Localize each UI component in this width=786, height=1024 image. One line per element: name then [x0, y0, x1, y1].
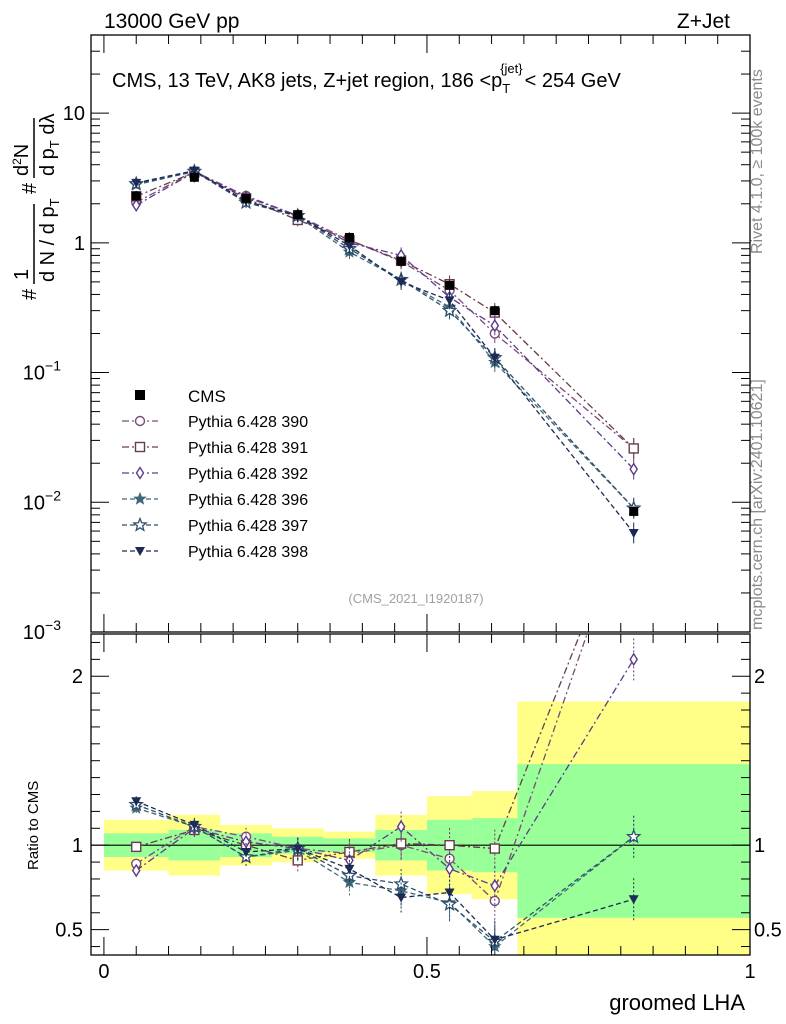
data-point: [629, 506, 639, 516]
plot-title: CMS, 13 TeV, AK8 jets, Z+jet region, 186…: [112, 61, 621, 96]
marker-triangle-down: [396, 893, 407, 903]
ratio-y-tick-label: 1: [72, 835, 83, 857]
marker-square: [489, 843, 500, 854]
marker-diamond: [490, 318, 500, 333]
svg-text:d pT dλ: d pT dλ: [37, 114, 62, 176]
x-tick-label: 0: [98, 961, 109, 983]
marker-square: [628, 443, 639, 454]
marker-star: [133, 491, 147, 505]
marker-star-open: [341, 867, 358, 883]
ratio-y-tick-label-right: 1: [754, 835, 765, 857]
series-pythia-6.428-398: [131, 165, 639, 544]
svg-text:d N / d pT: d N / d pT: [37, 198, 62, 282]
marker-square: [131, 841, 142, 853]
data-point: [344, 232, 354, 242]
marker-triangle-down: [344, 241, 355, 251]
process-label: Z+Jet: [677, 10, 730, 33]
marker-triangle-down: [189, 166, 200, 176]
analysis-id: (CMS_2021_I1920187): [348, 591, 483, 606]
main-ylabel: # 1 d N / d pT # d2N d pT dλ: [10, 114, 62, 300]
marker-star-open: [132, 516, 148, 532]
ratio-y-tick-label-right: 0.5: [754, 920, 782, 942]
marker-square: [134, 441, 146, 453]
marker-triangle-down: [489, 935, 500, 945]
marker-triangle-down: [489, 353, 500, 363]
x-tick-label: 0.5: [413, 961, 441, 983]
y-tick-label: 10: [63, 103, 85, 125]
y-tick-label: 10−2: [23, 487, 61, 514]
marker-star-open: [441, 302, 458, 318]
svg-text:#: #: [19, 182, 41, 194]
data-point: [396, 256, 406, 266]
marker-triangle-down: [344, 864, 355, 874]
legend-label: Pythia 6.428 396: [188, 492, 308, 509]
marker-triangle-down: [241, 847, 252, 857]
marker-star-open: [625, 828, 642, 844]
marker-diamond: [131, 198, 141, 213]
svg-text:#: #: [19, 288, 41, 300]
marker-triangle-down: [396, 277, 407, 287]
ratio-y-tick-label-right: 2: [754, 666, 765, 688]
marker-circle: [134, 415, 146, 427]
data-point: [189, 172, 199, 182]
marker-triangle-down: [628, 895, 639, 905]
marker-triangle-down: [292, 844, 303, 854]
marker-triangle-down: [131, 797, 142, 807]
ratio-y-tick-label: 2: [72, 666, 83, 688]
legend-label: Pythia 6.428 392: [188, 466, 308, 483]
svg-text:1: 1: [11, 269, 33, 280]
marker-triangle-down: [444, 888, 455, 898]
data-point: [293, 210, 303, 220]
data-point: [490, 306, 500, 316]
marker-triangle-down: [135, 547, 145, 556]
legend-label: Pythia 6.428 391: [188, 440, 308, 457]
legend-marker-data: [135, 390, 145, 400]
marker-square: [395, 838, 407, 849]
series-line: [136, 170, 635, 509]
legend-label-data: CMS: [188, 387, 226, 406]
marker-diamond: [490, 878, 500, 893]
marker-diamond: [445, 862, 454, 876]
x-tick-label: 1: [744, 961, 755, 983]
source-label: mcplots.cern.ch [arXiv:2401.10621]: [749, 379, 766, 630]
ratio-ylabel: Ratio to CMS: [25, 781, 42, 870]
y-tick-label: 1: [74, 233, 85, 255]
ratio-y-tick-label: 0.5: [55, 920, 83, 942]
marker-triangle-down: [131, 178, 142, 188]
legend-label: Pythia 6.428 390: [188, 414, 308, 431]
marker-diamond: [135, 466, 145, 480]
marker-square: [444, 839, 455, 851]
marker-diamond: [396, 819, 406, 834]
main-frame: [90, 34, 751, 633]
y-tick-label: 10−1: [23, 358, 61, 385]
marker-triangle-down: [444, 296, 455, 306]
energy-label: 13000 GeV pp: [104, 10, 239, 33]
series-pythia-6.428-392: [131, 165, 639, 480]
series-line: [135, 171, 635, 470]
svg-text:d2N: d2N: [10, 144, 33, 176]
x-axis-label: groomed LHA: [609, 990, 745, 1015]
series-line: [135, 170, 635, 449]
y-tick-label: 10−3: [23, 617, 61, 644]
marker-triangle-down: [189, 820, 200, 830]
data-point: [445, 280, 455, 290]
data-point: [241, 193, 251, 203]
series-line: [136, 170, 635, 509]
marker-diamond: [629, 652, 639, 667]
legend-label: Pythia 6.428 398: [188, 544, 308, 561]
marker-diamond: [629, 462, 639, 476]
series-line: [135, 171, 635, 449]
marker-triangle-down: [628, 528, 639, 538]
data-point: [131, 191, 141, 201]
ratio-series-pythia-6.428-398: [131, 796, 639, 955]
rivet-label: Rivet 4.1.0, ≥ 100k events: [749, 69, 766, 254]
legend-label: Pythia 6.428 397: [188, 518, 308, 535]
marker-diamond: [131, 863, 141, 878]
